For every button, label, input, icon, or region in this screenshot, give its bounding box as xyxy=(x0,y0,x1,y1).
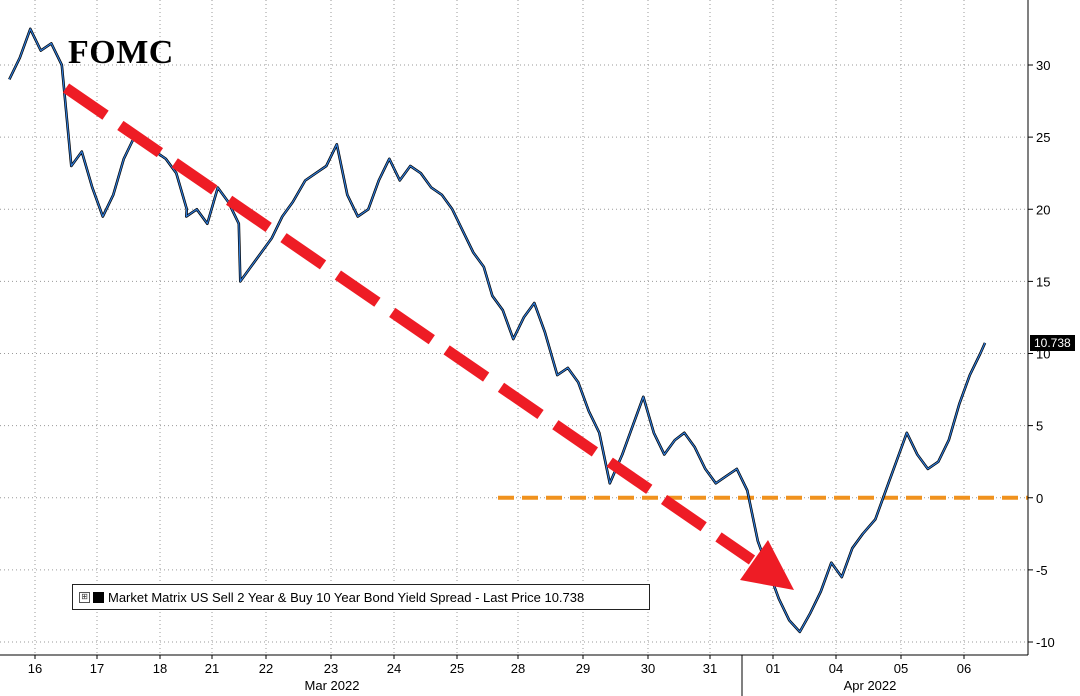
month-label: Mar 2022 xyxy=(305,678,360,693)
fomc-annotation: FOMC xyxy=(68,34,174,71)
x-tick-label: 06 xyxy=(957,661,971,676)
x-tick-label: 18 xyxy=(153,661,167,676)
series-swatch-icon xyxy=(93,591,104,603)
x-tick-label: 30 xyxy=(641,661,655,676)
grid-layer xyxy=(0,0,1028,655)
x-tick-label: 29 xyxy=(576,661,590,676)
series-line-outline xyxy=(8,27,987,634)
last-price-tag: 10.738 xyxy=(1030,335,1075,351)
legend-label: Market Matrix US Sell 2 Year & Buy 10 Ye… xyxy=(108,589,585,605)
x-tick-label: 31 xyxy=(703,661,717,676)
x-tick-label: 17 xyxy=(90,661,104,676)
trend-arrow xyxy=(62,83,794,590)
series-line xyxy=(8,27,987,634)
x-tick-label: 23 xyxy=(324,661,338,676)
y-tick-label: -10 xyxy=(1036,635,1055,650)
x-tick-label: 01 xyxy=(766,661,780,676)
x-tick-label: 24 xyxy=(387,661,401,676)
y-tick-label: 20 xyxy=(1036,202,1050,217)
legend: ⊞ Market Matrix US Sell 2 Year & Buy 10 … xyxy=(72,584,650,610)
month-label: Apr 2022 xyxy=(844,678,897,693)
y-tick-label: 5 xyxy=(1036,419,1043,434)
y-tick-label: 0 xyxy=(1036,491,1043,506)
x-tick-label: 28 xyxy=(511,661,525,676)
x-tick-label: 05 xyxy=(894,661,908,676)
y-tick-label: 30 xyxy=(1036,58,1050,73)
y-tick-label: 15 xyxy=(1036,274,1050,289)
trend-arrow-shaft xyxy=(62,83,756,565)
axes xyxy=(0,0,1029,696)
x-tick-label: 25 xyxy=(450,661,464,676)
x-tick-label: 04 xyxy=(829,661,843,676)
y-tick-label: 25 xyxy=(1036,130,1050,145)
expand-icon[interactable]: ⊞ xyxy=(79,591,90,603)
x-tick-label: 16 xyxy=(28,661,42,676)
x-axis-ticks: 16 17 18 21 22 23 24 25 28 29 30 31 01 04 05 06 Mar 2022… xyxy=(28,655,971,693)
y-tick-label: -5 xyxy=(1036,563,1048,578)
series-line-fill xyxy=(8,28,986,633)
x-tick-label: 22 xyxy=(259,661,273,676)
x-tick-label: 21 xyxy=(205,661,219,676)
trend-arrow-head xyxy=(740,540,794,590)
